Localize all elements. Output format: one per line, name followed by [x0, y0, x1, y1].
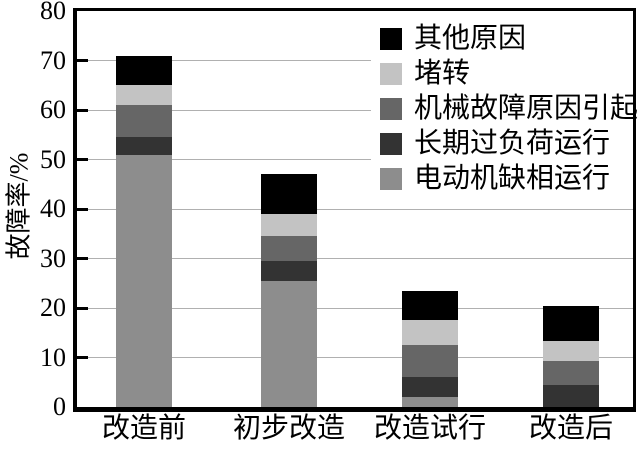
x-category-label-初步改造: 初步改造 — [232, 413, 345, 444]
y-tick-label-0: 0 — [53, 392, 66, 421]
gridline-70 — [77, 60, 633, 61]
x-category-label-改造后: 改造后 — [528, 413, 613, 444]
bar-segment-机械故障原因引起 — [261, 236, 317, 261]
y-tick-mark-20 — [77, 306, 88, 310]
bar-segment-其他原因 — [116, 55, 172, 86]
bar-segment-机械故障原因引起 — [543, 360, 599, 385]
bar-segment-其他原因 — [543, 305, 599, 342]
legend: 其他原因堵转机械故障原因引起 长期过负荷运行 电动机缺相运行 — [371, 21, 638, 196]
y-tick-mark-30 — [77, 257, 88, 260]
bar-segment-电动机缺相运行 — [402, 397, 458, 407]
gridline-50 — [77, 159, 633, 160]
legend-item-电动机缺相运行: 电动机缺相运行 — [371, 161, 633, 196]
bar-改造试行 — [402, 290, 458, 407]
legend-swatch-icon — [380, 97, 402, 120]
x-category-label-改造前: 改造前 — [101, 413, 186, 444]
bar-segment-长期过负荷运行 — [116, 137, 172, 155]
legend-swatch-icon — [380, 167, 402, 190]
bar-segment-堵转 — [402, 320, 458, 346]
y-tick-label-10: 10 — [40, 342, 66, 372]
bar-初步改造 — [261, 174, 317, 407]
legend-swatch-icon — [380, 62, 402, 85]
legend-swatch-icon — [380, 27, 402, 50]
gridline-40 — [77, 208, 633, 210]
legend-label: 电动机缺相运行 — [414, 163, 611, 194]
bar-segment-堵转 — [116, 85, 172, 106]
bar-改造后 — [543, 305, 599, 407]
legend-label: 其他原因 — [414, 23, 527, 54]
x-category-label-改造试行: 改造试行 — [373, 413, 486, 444]
legend-item-机械故障原因引起: 机械故障原因引起 — [371, 91, 638, 126]
bar-segment-堵转 — [261, 213, 317, 237]
gridline-30 — [77, 258, 633, 259]
legend-label: 长期过负荷运行 — [414, 128, 611, 159]
legend-item-长期过负荷运行: 长期过负荷运行 — [371, 126, 633, 161]
bar-segment-电动机缺相运行 — [116, 154, 172, 407]
bar-改造前 — [116, 55, 172, 407]
bar-segment-长期过负荷运行 — [261, 260, 317, 281]
gridline-10 — [77, 357, 633, 358]
gridline-20 — [77, 307, 633, 309]
bar-segment-机械故障原因引起 — [116, 105, 172, 138]
bar-segment-长期过负荷运行 — [543, 384, 599, 407]
legend-item-其他原因: 其他原因 — [371, 21, 633, 56]
y-tick-label-30: 30 — [40, 243, 66, 273]
y-tick-label-20: 20 — [40, 293, 66, 322]
y-tick-mark-50 — [77, 158, 88, 161]
bar-segment-电动机缺相运行 — [261, 280, 317, 407]
y-tick-mark-60 — [77, 108, 88, 112]
legend-swatch-icon — [380, 132, 402, 155]
gridline-60 — [77, 109, 633, 111]
y-tick-label-50: 50 — [40, 144, 66, 174]
bar-segment-机械故障原因引起 — [402, 345, 458, 378]
legend-item-堵转: 堵转 — [371, 56, 633, 91]
y-tick-label-80: 80 — [40, 0, 66, 25]
bar-segment-其他原因 — [402, 290, 458, 321]
y-tick-mark-10 — [77, 356, 88, 359]
bar-segment-堵转 — [543, 341, 599, 361]
y-tick-mark-40 — [77, 207, 88, 211]
bar-segment-长期过负荷运行 — [402, 377, 458, 398]
y-tick-label-40: 40 — [40, 194, 66, 223]
legend-label: 堵转 — [414, 58, 471, 89]
legend-label: 机械故障原因引起 — [414, 93, 639, 124]
bar-segment-其他原因 — [261, 174, 317, 214]
y-tick-label-70: 70 — [40, 45, 66, 75]
y-tick-label-60: 60 — [40, 95, 66, 124]
y-tick-mark-70 — [77, 59, 88, 62]
